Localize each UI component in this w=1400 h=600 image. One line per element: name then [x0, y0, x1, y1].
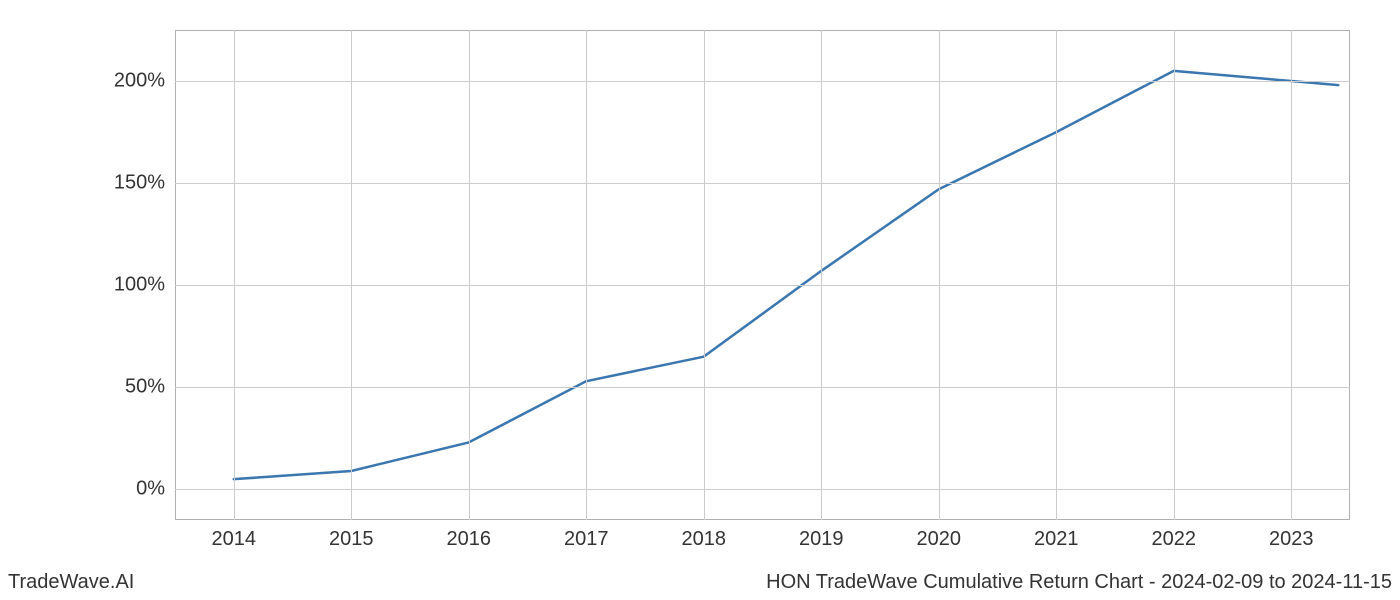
- y-tick-label: 200%: [114, 70, 175, 93]
- x-tick-label: 2021: [1034, 520, 1079, 551]
- grid-line-vertical: [821, 30, 822, 520]
- grid-line-vertical: [939, 30, 940, 520]
- y-tick-label: 100%: [114, 274, 175, 297]
- grid-line-vertical: [704, 30, 705, 520]
- x-tick-label: 2023: [1269, 520, 1314, 551]
- grid-line-vertical: [351, 30, 352, 520]
- footer-right-text: HON TradeWave Cumulative Return Chart - …: [766, 571, 1392, 594]
- grid-line-vertical: [469, 30, 470, 520]
- grid-line-vertical: [1174, 30, 1175, 520]
- x-tick-label: 2020: [917, 520, 962, 551]
- grid-line-vertical: [1291, 30, 1292, 520]
- x-tick-label: 2014: [212, 520, 257, 551]
- grid-line-vertical: [234, 30, 235, 520]
- footer-left-text: TradeWave.AI: [8, 571, 134, 594]
- x-tick-label: 2019: [799, 520, 844, 551]
- y-tick-label: 50%: [125, 376, 175, 399]
- return-line-series: [234, 71, 1339, 479]
- chart-plot-area: 0%50%100%150%200%20142015201620172018201…: [175, 30, 1350, 520]
- x-tick-label: 2017: [564, 520, 609, 551]
- x-tick-label: 2015: [329, 520, 374, 551]
- grid-line-vertical: [586, 30, 587, 520]
- y-tick-label: 0%: [136, 478, 175, 501]
- grid-line-vertical: [1056, 30, 1057, 520]
- x-tick-label: 2016: [447, 520, 492, 551]
- x-tick-label: 2022: [1152, 520, 1197, 551]
- y-tick-label: 150%: [114, 172, 175, 195]
- x-tick-label: 2018: [682, 520, 727, 551]
